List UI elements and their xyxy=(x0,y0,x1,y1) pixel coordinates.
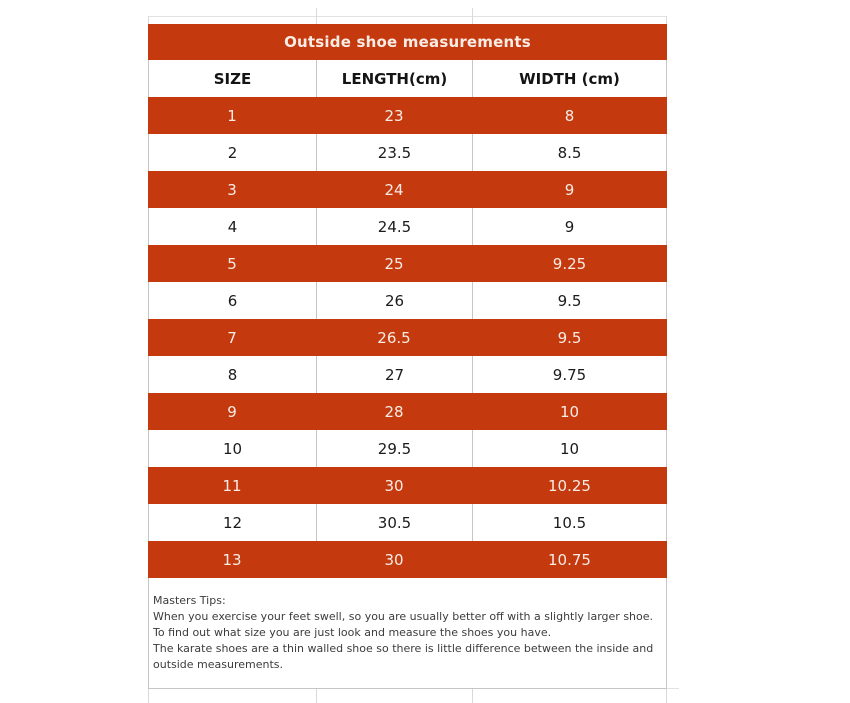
table-row: 6 26 9.5 xyxy=(148,282,667,319)
masters-tips-block: Masters Tips: When you exercise your fee… xyxy=(148,578,667,689)
tip-text: The karate shoes are a thin walled shoe … xyxy=(153,642,654,655)
length-cell: 30.5 xyxy=(316,504,472,541)
table-row: 2 23.5 8.5 xyxy=(148,134,667,171)
size-cell: 13 xyxy=(222,550,242,569)
gridline-stub xyxy=(666,16,667,24)
table-row: 8 27 9.75 xyxy=(148,356,667,393)
column-header-length: LENGTH(cm) xyxy=(316,60,472,97)
size-cell: 12 xyxy=(148,504,316,541)
table-title: Outside shoe measurements xyxy=(148,24,667,60)
gridline-stub xyxy=(148,16,149,24)
size-cell: 11 xyxy=(222,476,242,495)
tip-text: To find out what size you are just look … xyxy=(153,626,552,639)
width-cell: 9 xyxy=(564,180,575,199)
gridline-stub xyxy=(316,689,317,703)
table-row: 7 26.5 9.5 xyxy=(148,319,667,356)
size-cell: 5 xyxy=(227,254,237,273)
width-cell: 9.25 xyxy=(552,254,587,273)
size-cell: 2 xyxy=(148,134,316,171)
width-cell: 9.5 xyxy=(557,328,582,347)
width-cell: 8 xyxy=(564,106,575,125)
length-cell: 26 xyxy=(316,282,472,319)
table-row: 12 30.5 10.5 xyxy=(148,504,667,541)
table-row: 4 24.5 9 xyxy=(148,208,667,245)
width-cell: 8.5 xyxy=(472,134,667,171)
length-cell: 29.5 xyxy=(316,430,472,467)
gridline-stub xyxy=(472,8,473,24)
width-cell: 10.5 xyxy=(472,504,667,541)
table-row: 11 30 10.25 xyxy=(148,467,667,504)
width-cell: 10.75 xyxy=(548,550,591,569)
gridline-bottom-ext xyxy=(667,688,679,689)
table-row: 10 29.5 10 xyxy=(148,430,667,467)
tip-text: When you exercise your feet swell, so yo… xyxy=(153,610,654,623)
size-cell: 1 xyxy=(227,106,237,125)
length-cell: 25 xyxy=(384,254,404,273)
length-cell: 23.5 xyxy=(316,134,472,171)
length-cell: 26.5 xyxy=(377,328,411,347)
length-cell: 23 xyxy=(384,106,404,125)
gridline-stub xyxy=(316,8,317,24)
table-row: 1 23 8 xyxy=(148,97,667,134)
table-header-row: SIZE LENGTH(cm) WIDTH (cm) xyxy=(148,60,667,97)
gridline-stub xyxy=(148,689,149,703)
width-cell: 10 xyxy=(559,402,580,421)
size-cell: 3 xyxy=(227,180,237,199)
width-cell: 10.25 xyxy=(548,476,591,495)
table-row: 3 24 9 xyxy=(148,171,667,208)
size-cell: 4 xyxy=(148,208,316,245)
column-header-size: SIZE xyxy=(148,60,316,97)
length-cell: 30 xyxy=(384,476,404,495)
table-row: 13 30 10.75 xyxy=(148,541,667,578)
size-cell: 8 xyxy=(148,356,316,393)
size-cell: 7 xyxy=(227,328,237,347)
table-row: 5 25 9.25 xyxy=(148,245,667,282)
width-cell: 9.75 xyxy=(472,356,667,393)
width-cell: 9.5 xyxy=(472,282,667,319)
length-cell: 28 xyxy=(384,402,404,421)
gridline-stub xyxy=(666,689,667,703)
table-row: 9 28 10 xyxy=(148,393,667,430)
tip-text: outside measurements. xyxy=(153,658,284,671)
size-cell: 10 xyxy=(148,430,316,467)
size-cell: 9 xyxy=(227,402,237,421)
gridline-stub xyxy=(472,689,473,703)
tips-heading: Masters Tips: xyxy=(153,594,226,607)
shoe-measurements-table: Outside shoe measurements SIZE LENGTH(cm… xyxy=(148,24,667,689)
width-cell: 9 xyxy=(472,208,667,245)
column-header-width: WIDTH (cm) xyxy=(472,60,667,97)
length-cell: 24 xyxy=(384,180,404,199)
size-cell: 6 xyxy=(148,282,316,319)
gridline-top xyxy=(148,16,667,17)
length-cell: 27 xyxy=(316,356,472,393)
length-cell: 24.5 xyxy=(316,208,472,245)
length-cell: 30 xyxy=(384,550,404,569)
width-cell: 10 xyxy=(472,430,667,467)
